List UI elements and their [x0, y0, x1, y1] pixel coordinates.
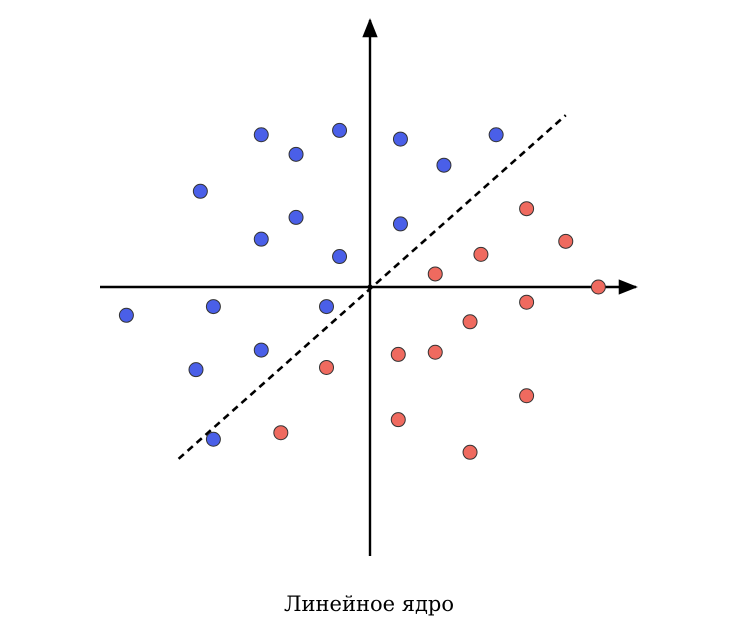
- blue-point: [253, 342, 269, 358]
- data-points: [118, 122, 606, 460]
- red-point: [427, 266, 443, 282]
- blue-point: [253, 127, 269, 143]
- red-point: [273, 425, 289, 441]
- origin-dot: [367, 284, 373, 290]
- red-point: [519, 294, 535, 310]
- red-point: [558, 233, 574, 249]
- red-point: [427, 344, 443, 360]
- blue-point: [332, 122, 348, 138]
- red-point: [390, 412, 406, 428]
- red-point: [519, 388, 535, 404]
- red-point: [519, 201, 535, 217]
- blue-point: [319, 299, 334, 315]
- diagram-caption: Линейное ядро: [284, 592, 454, 616]
- blue-point: [118, 307, 134, 323]
- blue-point: [205, 431, 221, 447]
- blue-point: [253, 231, 269, 247]
- red-point: [473, 246, 489, 262]
- blue-point: [488, 127, 504, 143]
- blue-point: [288, 209, 304, 225]
- blue-point: [392, 216, 408, 232]
- blue-point: [188, 362, 204, 378]
- blue-point: [332, 249, 348, 265]
- red-point: [462, 444, 478, 460]
- blue-point: [205, 299, 221, 315]
- red-point: [390, 346, 406, 362]
- red-point: [590, 279, 606, 295]
- red-point: [319, 359, 334, 375]
- blue-point: [288, 146, 304, 162]
- blue-point: [392, 131, 408, 147]
- blue-point: [192, 183, 208, 199]
- red-point: [462, 314, 478, 330]
- blue-point: [436, 157, 452, 173]
